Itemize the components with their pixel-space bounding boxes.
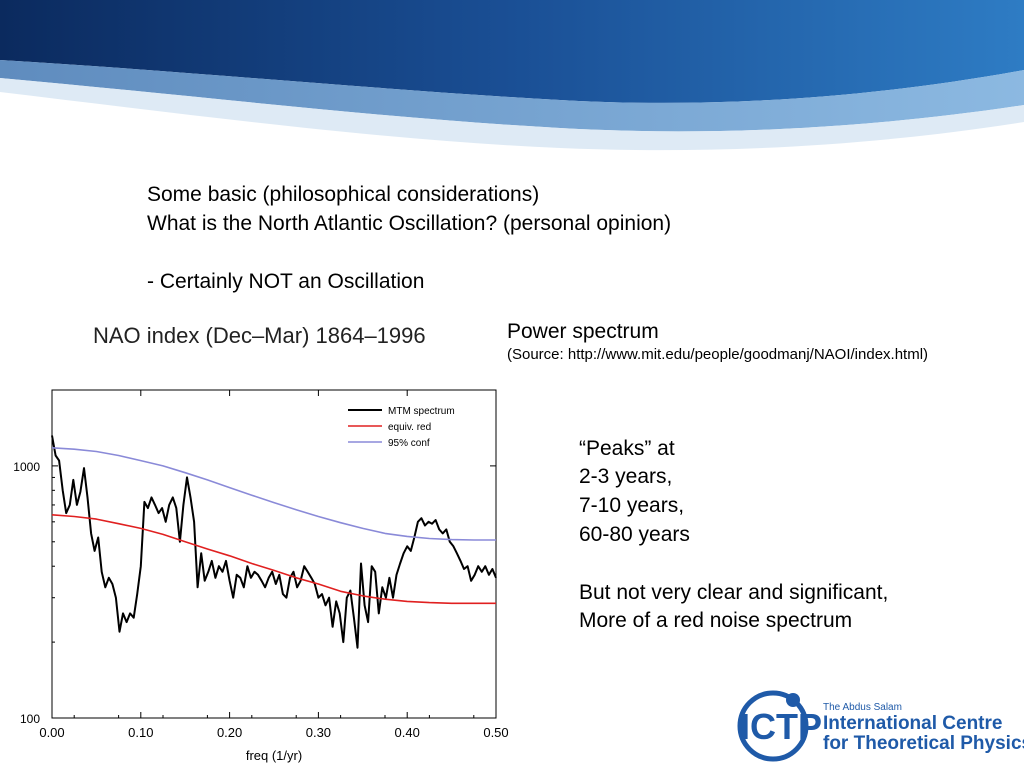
- series-line-1: [51, 435, 497, 649]
- plot-frame: [51, 389, 497, 719]
- series-line-3: [51, 447, 496, 541]
- x-tick-label: 0.20: [217, 725, 242, 740]
- source-citation: (Source: http://www.mit.edu/people/goodm…: [507, 346, 929, 363]
- x-tick-label: 0.40: [395, 725, 420, 740]
- x-axis-label: freq (1/yr): [246, 748, 302, 763]
- legend-label-2: equiv. red: [388, 422, 431, 433]
- peaks-line-1: “Peaks” at: [579, 437, 675, 460]
- logo-mark: ICTP: [740, 706, 822, 747]
- x-tick-label: 0.10: [128, 725, 153, 740]
- x-tick-label: 0.50: [483, 725, 508, 740]
- peaks-line-6: But not very clear and significant,: [579, 581, 889, 604]
- peaks-line-3: 7-10 years,: [579, 494, 685, 517]
- legend-label-1: MTM spectrum: [388, 406, 455, 417]
- x-tick-label: 0.30: [306, 725, 331, 740]
- logo-line-2: for Theoretical Physics: [823, 733, 1024, 754]
- ictp-logo: ICTP The Abdus Salam International Centr…: [737, 690, 1024, 762]
- logo-tagline: The Abdus Salam: [823, 702, 902, 713]
- series-line-2: [51, 514, 496, 605]
- peaks-line-4: 60-80 years: [579, 523, 690, 546]
- power-spectrum-chart: 0.00 0.10 0.20 0.30 0.40 0.50 100 1000 freq (1/y…: [13, 389, 509, 763]
- header-banner: [0, 0, 1024, 151]
- logo-line-1: International Centre: [823, 713, 1002, 734]
- chart-title: NAO index (Dec–Mar) 1864–1996: [93, 323, 426, 348]
- x-tick-label: 0.00: [39, 725, 64, 740]
- peaks-line-2: 2-3 years,: [579, 465, 673, 488]
- intro-line-4: - Certainly NOT an Oscillation: [147, 270, 425, 293]
- y-tick-label: 1000: [13, 460, 40, 474]
- peaks-line-7: More of a red noise spectrum: [579, 609, 853, 632]
- intro-line-2: What is the North Atlantic Oscillation? …: [147, 212, 672, 235]
- y-tick-label: 100: [20, 712, 40, 726]
- intro-line-1: Some basic (philosophical considerations…: [147, 183, 540, 206]
- spectrum-heading: Power spectrum: [507, 320, 659, 343]
- legend-label-3: 95% conf: [388, 438, 430, 449]
